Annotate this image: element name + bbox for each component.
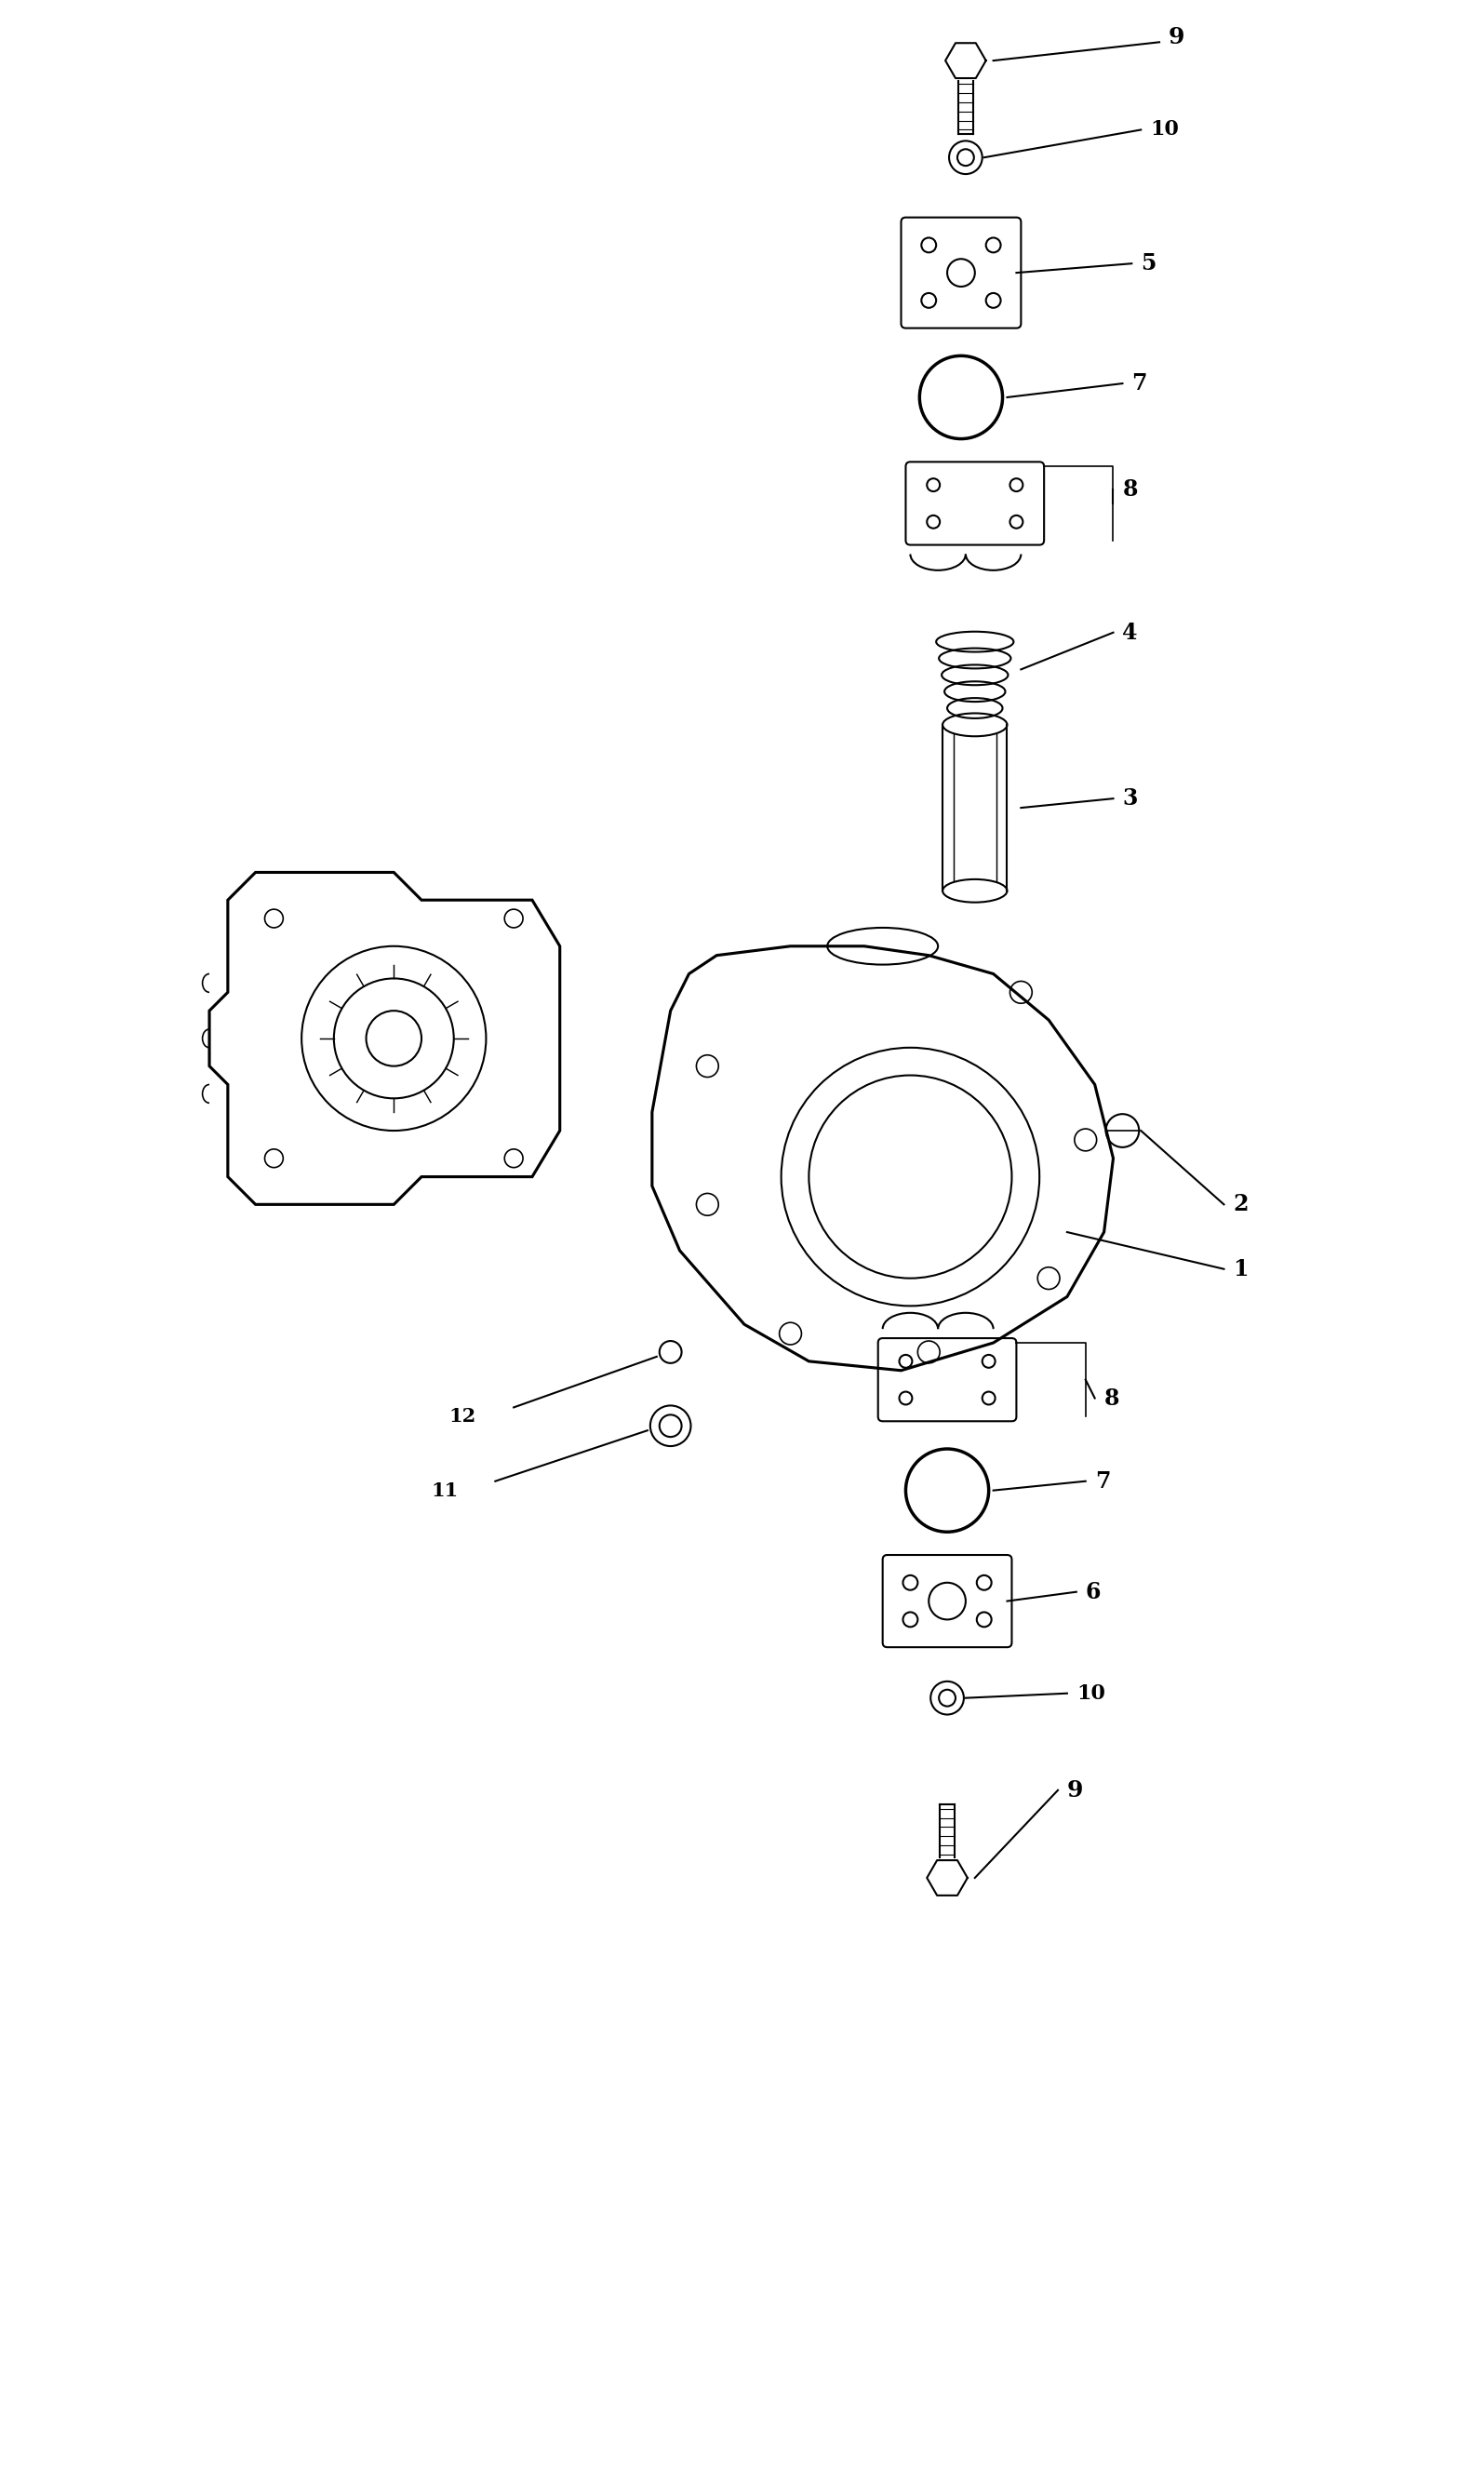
Text: 11: 11	[430, 1480, 459, 1500]
Text: 4: 4	[1122, 622, 1138, 645]
Text: 5: 5	[1141, 253, 1156, 275]
Text: 9: 9	[1067, 1780, 1083, 1802]
Text: 10: 10	[1150, 119, 1178, 139]
Text: 12: 12	[450, 1408, 476, 1425]
Text: 8: 8	[1122, 478, 1138, 501]
Text: 2: 2	[1233, 1192, 1248, 1215]
Text: 8: 8	[1104, 1386, 1119, 1411]
Text: 7: 7	[1095, 1470, 1110, 1492]
Text: 10: 10	[1076, 1683, 1106, 1703]
Text: 6: 6	[1086, 1582, 1101, 1604]
Text: 9: 9	[1168, 27, 1184, 50]
Text: 1: 1	[1233, 1257, 1248, 1279]
Text: 7: 7	[1132, 372, 1147, 394]
Text: 3: 3	[1122, 788, 1138, 811]
